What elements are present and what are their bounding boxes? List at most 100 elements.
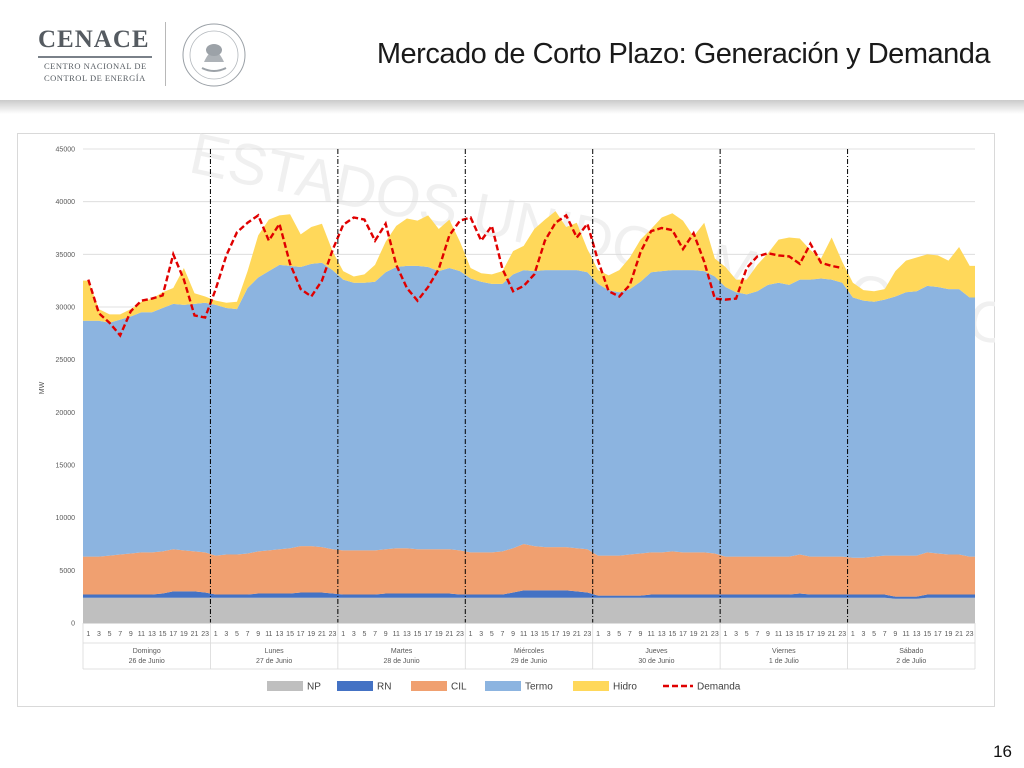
x-tick-label: 11	[520, 631, 527, 638]
day-date-label: 27 de Junio	[256, 658, 292, 665]
day-name-label: Domingo	[133, 648, 161, 655]
x-tick-label: 3	[734, 631, 738, 638]
area-cil	[83, 544, 975, 597]
x-tick-label: 11	[902, 631, 909, 638]
x-tick-label: 19	[435, 631, 443, 638]
x-tick-label: 3	[352, 631, 356, 638]
y-tick-label: 15000	[56, 463, 76, 470]
x-tick-label: 13	[276, 631, 284, 638]
x-tick-label: 17	[679, 631, 687, 638]
x-tick-label: 19	[817, 631, 825, 638]
x-tick-label: 19	[945, 631, 953, 638]
x-tick-label: 7	[500, 631, 504, 638]
day-name-label: Miércoles	[514, 648, 544, 655]
x-tick-label: 7	[118, 631, 122, 638]
day-name-label: Jueves	[645, 648, 668, 655]
x-tick-label: 3	[479, 631, 483, 638]
x-tick-label: 13	[785, 631, 793, 638]
x-tick-label: 23	[456, 631, 464, 638]
x-tick-label: 7	[755, 631, 759, 638]
x-tick-label: 13	[403, 631, 411, 638]
x-tick-label: 1	[723, 631, 727, 638]
x-tick-label: 5	[490, 631, 494, 638]
legend-swatch	[485, 681, 521, 691]
y-tick-label: 35000	[56, 252, 76, 259]
x-tick-label: 9	[639, 631, 643, 638]
day-date-label: 30 de Junio	[638, 658, 674, 665]
y-tick-label: 20000	[56, 410, 76, 417]
x-tick-label: 23	[329, 631, 337, 638]
y-tick-label: 30000	[56, 305, 76, 312]
national-seal-icon	[182, 23, 246, 87]
day-date-label: 1 de Julio	[769, 658, 799, 665]
day-name-label: Martes	[391, 648, 413, 655]
legend-label: CIL	[451, 682, 467, 693]
x-tick-label: 17	[934, 631, 942, 638]
x-tick-label: 9	[893, 631, 897, 638]
day-name-label: Lunes	[265, 648, 285, 655]
x-tick-label: 19	[690, 631, 698, 638]
x-tick-label: 17	[807, 631, 815, 638]
legend-item-hidro: Hidro	[573, 681, 637, 693]
stacked-areas	[83, 211, 975, 623]
x-tick-label: 15	[159, 631, 167, 638]
x-tick-label: 15	[541, 631, 549, 638]
legend-label: Demanda	[697, 682, 741, 693]
x-tick-label: 23	[711, 631, 719, 638]
x-tick-label: 21	[700, 631, 708, 638]
area-termo	[83, 262, 975, 558]
area-np	[83, 597, 975, 623]
y-tick-label: 5000	[59, 568, 75, 575]
x-tick-label: 11	[393, 631, 400, 638]
day-separators	[209, 149, 849, 623]
logo-subtitle-line1: CENTRO NACIONAL DE	[44, 61, 147, 71]
x-tick-label: 11	[647, 631, 654, 638]
slide-title: Mercado de Corto Plazo: Generación y Dem…	[376, 38, 991, 70]
logo-divider	[165, 22, 166, 86]
legend: NP RN CIL Termo Hidro Demanda	[267, 681, 741, 693]
x-tick-label: 1	[596, 631, 600, 638]
header-shadow	[0, 100, 1024, 114]
legend-label: Hidro	[613, 682, 637, 693]
x-tick-label: 13	[658, 631, 666, 638]
day-date-label: 29 de Junio	[511, 658, 547, 665]
x-tick-label: 3	[862, 631, 866, 638]
legend-label: Termo	[525, 682, 553, 693]
x-tick-label: 1	[469, 631, 473, 638]
area-rn	[83, 590, 975, 599]
y-tick-label: 45000	[56, 147, 76, 154]
legend-swatch	[411, 681, 447, 691]
x-tick-label: 3	[607, 631, 611, 638]
logo-rule	[38, 56, 152, 58]
x-tick-label: 17	[424, 631, 432, 638]
x-tick-label: 13	[530, 631, 538, 638]
cenace-logo: CENACE CENTRO NACIONAL DE CONTROL DE ENE…	[30, 20, 155, 90]
x-tick-label: 23	[201, 631, 209, 638]
area-hidro	[83, 211, 975, 323]
x-tick-label: 5	[872, 631, 876, 638]
legend-item-cil: CIL	[411, 681, 467, 693]
x-tick-label: 19	[180, 631, 188, 638]
legend-label: NP	[307, 682, 321, 693]
logo-subtitle-line2: CONTROL DE ENERGÍA	[44, 73, 146, 83]
x-tick-label: 17	[552, 631, 560, 638]
day-name-label: Sábado	[899, 648, 923, 655]
x-tick-label: 21	[318, 631, 326, 638]
x-tick-label: 21	[955, 631, 963, 638]
x-tick-label: 15	[923, 631, 931, 638]
x-tick-label: 7	[373, 631, 377, 638]
x-tick-label: 9	[256, 631, 260, 638]
y-tick-label: 40000	[56, 199, 76, 206]
x-tick-label: 1	[86, 631, 90, 638]
x-tick-label: 5	[108, 631, 112, 638]
x-tick-label: 3	[224, 631, 228, 638]
x-tick-label: 11	[265, 631, 272, 638]
x-tick-label: 19	[562, 631, 570, 638]
chart-svg: ESTADOS UNIDOS MEXICANOS 050001000015000…	[17, 121, 1024, 707]
day-name-label: Viernes	[772, 648, 796, 655]
x-tick-label: 3	[97, 631, 101, 638]
day-date-label: 2 de Julio	[896, 658, 926, 665]
x-tick-label: 11	[775, 631, 782, 638]
x-tick-label: 15	[286, 631, 294, 638]
y-tick-label: 10000	[56, 515, 76, 522]
